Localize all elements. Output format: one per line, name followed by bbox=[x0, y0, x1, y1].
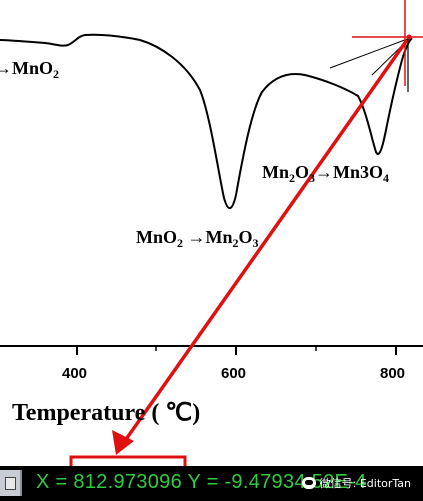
label-mn2o3-to-mn3o4: Mn2O3→Mn3O4 bbox=[262, 162, 390, 185]
leader-line bbox=[329, 37, 411, 69]
status-bar: X = 812.973096 Y = -9.47934 52E-4 微信号: E… bbox=[0, 466, 423, 501]
readout-highlight-box bbox=[69, 455, 187, 466]
annotation-arrowhead bbox=[112, 430, 134, 455]
window-icon[interactable] bbox=[0, 470, 22, 496]
x-tick-label-600: 600 bbox=[221, 365, 247, 382]
label-mno2-to-mn2o3: MnO2 →Mn2O3 bbox=[136, 227, 259, 250]
x-axis-title: Temperature ( ℃) bbox=[12, 400, 201, 426]
wechat-icon bbox=[301, 477, 316, 489]
label-mno2-formation: →MnO2 bbox=[0, 58, 60, 81]
annotation-arrow-line bbox=[120, 38, 409, 447]
tga-plot bbox=[0, 0, 423, 466]
watermark: 微信号: EditorTan bbox=[301, 475, 411, 491]
coordinate-readout: X = 812.973096 Y = -9.47934 52E-4 bbox=[36, 471, 367, 493]
crosshair-point[interactable] bbox=[406, 34, 412, 40]
thermal-curve bbox=[0, 33, 413, 210]
x-tick-label-800: 800 bbox=[380, 365, 406, 382]
x-tick-label-400: 400 bbox=[62, 365, 88, 382]
watermark-text: 微信号: EditorTan bbox=[319, 477, 411, 490]
